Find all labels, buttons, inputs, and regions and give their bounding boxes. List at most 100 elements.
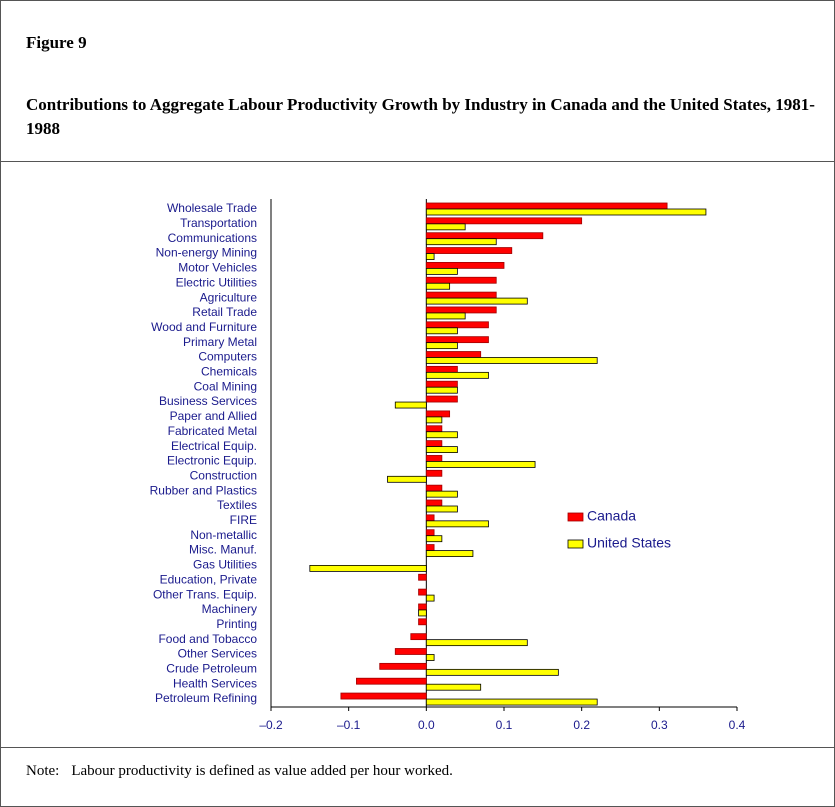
bar: [410, 633, 427, 641]
y-tick-label: Retail Trade: [192, 305, 257, 319]
legend-label: United States: [587, 535, 671, 551]
bar: [425, 202, 668, 210]
y-tick-label: Food and Tobacco: [158, 632, 257, 646]
y-tick-label: Other Services: [178, 647, 257, 661]
bar: [425, 342, 458, 350]
y-tick-label: Non-energy Mining: [156, 246, 257, 260]
bar: [425, 291, 497, 299]
y-tick-label: Non-metallic: [190, 528, 257, 542]
bar: [425, 535, 443, 543]
bar: [425, 267, 458, 275]
bar: [425, 276, 497, 284]
bar: [425, 431, 458, 439]
bar: [379, 662, 427, 670]
y-tick-label: Transportation: [180, 216, 257, 230]
bar: [425, 668, 559, 676]
y-tick-label: Computers: [198, 350, 257, 364]
x-tick-label: 0.3: [651, 718, 668, 732]
y-tick-label: Coal Mining: [194, 379, 257, 393]
bar: [394, 648, 427, 655]
y-tick-label: Printing: [216, 617, 257, 631]
bar: [425, 351, 482, 358]
y-tick-label: Electric Utilities: [176, 275, 257, 289]
bar: [425, 698, 598, 706]
bar: [425, 297, 528, 305]
chart-title: Contributions to Aggregate Labour Produc…: [26, 95, 815, 138]
y-tick-label: Petroleum Refining: [155, 691, 257, 705]
y-tick-label: Electrical Equip.: [171, 439, 257, 453]
x-tick-label: 0.1: [496, 718, 513, 732]
y-tick-label: Health Services: [173, 676, 257, 690]
bar: [425, 261, 505, 269]
y-tick-label: Communications: [168, 231, 257, 245]
bar: [425, 327, 458, 335]
bar: [425, 440, 443, 448]
bar: [418, 603, 427, 611]
y-tick-label: Misc. Manuf.: [189, 543, 257, 557]
bar: [425, 425, 443, 433]
bar: [425, 490, 458, 498]
bar: [425, 594, 435, 602]
bar: [425, 544, 435, 551]
y-tick-label: Agriculture: [200, 290, 258, 304]
y-tick-label: Primary Metal: [183, 335, 257, 349]
bar: [425, 282, 451, 290]
y-tick-label: Construction: [190, 468, 257, 482]
x-tick-label: 0.0: [418, 718, 435, 732]
note: Note: Labour productivity is defined as v…: [26, 763, 453, 780]
bar: [394, 401, 427, 409]
bar: [425, 357, 598, 364]
legend-swatch: [567, 512, 584, 522]
bar: [425, 312, 466, 320]
y-tick-label: Education, Private: [160, 572, 258, 586]
y-tick-label: Gas Utilities: [193, 558, 257, 572]
bar: [418, 609, 427, 617]
y-tick-label: Paper and Allied: [170, 409, 257, 423]
bar: [425, 455, 443, 462]
bar: [425, 380, 458, 388]
bar: [340, 692, 427, 700]
bar: [425, 416, 443, 424]
y-tick-label: Motor Vehicles: [178, 261, 257, 275]
bar: [418, 588, 427, 596]
bar: [425, 217, 583, 225]
bar: [425, 395, 458, 403]
bar: [425, 683, 482, 691]
bar: [425, 321, 489, 329]
bar: [425, 247, 513, 254]
bar: [425, 469, 443, 477]
y-tick-label: Machinery: [202, 602, 257, 616]
y-tick-label: Electronic Equip.: [167, 454, 257, 468]
legend-swatch: [567, 539, 584, 549]
y-tick-label: Crude Petroleum: [166, 662, 257, 676]
bar: [425, 639, 528, 647]
y-tick-label: Wholesale Trade: [167, 201, 257, 215]
bar: [425, 410, 451, 418]
bar: [425, 306, 497, 314]
x-tick-label: 0.4: [729, 718, 746, 732]
bar: [425, 550, 474, 557]
bar: [356, 677, 427, 685]
y-tick-label: Fabricated Metal: [168, 424, 257, 438]
bar: [425, 232, 544, 240]
bar: [425, 208, 707, 216]
bar: [425, 336, 489, 344]
bar: [425, 484, 443, 492]
x-tick-label: 0.2: [573, 718, 590, 732]
bar: [425, 499, 443, 507]
bar: [425, 529, 435, 537]
bar: [425, 520, 489, 528]
figure-label: Figure 9: [26, 33, 87, 52]
note-label: Note:: [26, 763, 60, 779]
bar: [425, 365, 458, 373]
y-tick-label: Chemicals: [201, 365, 257, 379]
y-tick-label: Wood and Furniture: [151, 320, 257, 334]
bar: [425, 446, 458, 454]
bar: [425, 386, 458, 394]
bar: [425, 238, 497, 246]
x-tick-label: –0.1: [337, 718, 361, 732]
x-tick-label: –0.2: [259, 718, 283, 732]
legend-label: Canada: [587, 508, 636, 524]
